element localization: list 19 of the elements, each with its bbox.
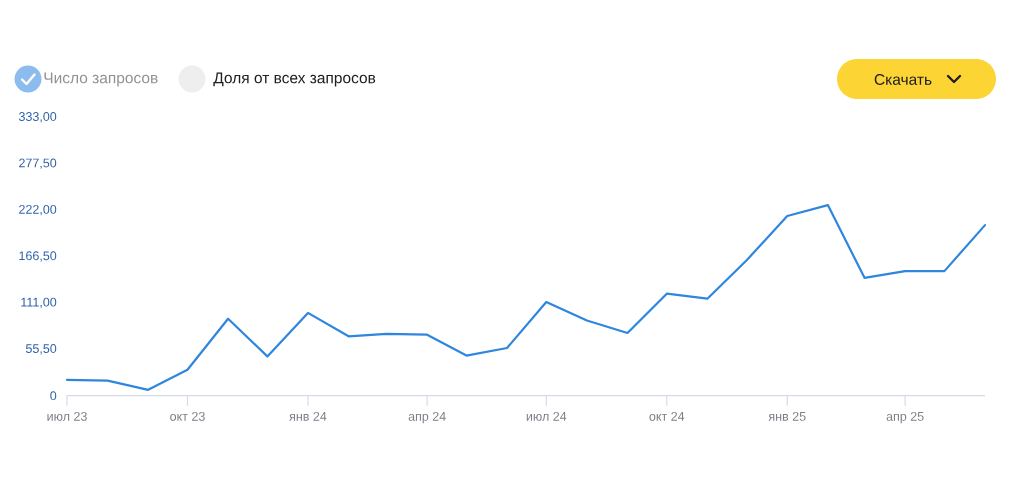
y-tick-label: 111,00 <box>21 297 57 309</box>
line-series <box>65 203 987 391</box>
text: Скачать <box>874 74 932 85</box>
x-tick-label: янв 24 <box>289 411 327 421</box>
y-tick-label: 166,50 <box>19 251 57 262</box>
y-tick-label: 222,00 <box>19 204 57 216</box>
x-tick-label: окт 23 <box>170 411 205 421</box>
y-tick-label: 333,00 <box>18 112 57 123</box>
x-tick-label: июл 24 <box>526 411 567 421</box>
x-tick-label: апр 24 <box>408 411 446 424</box>
text: Доля от всех запросов <box>213 72 376 87</box>
x-tick-label: янв 25 <box>768 411 806 421</box>
y-tick-label: 55,50 <box>25 344 57 355</box>
x-tick-label: окт 24 <box>649 411 685 421</box>
x-tick-label: апр 25 <box>886 411 924 424</box>
y-tick-label: 0 <box>50 391 57 401</box>
x-tick-label: июл 23 <box>47 411 87 421</box>
text: Число запросов <box>44 72 158 87</box>
y-tick-label: 277,50 <box>19 158 57 169</box>
